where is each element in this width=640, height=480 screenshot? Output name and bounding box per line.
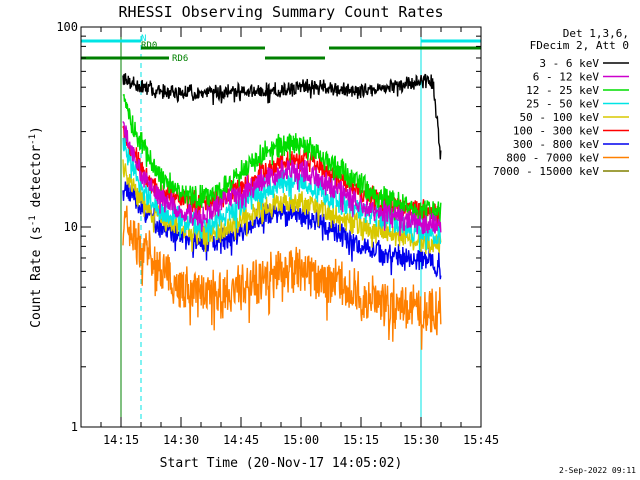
legend-header-0: Det 1,3,6, <box>563 27 629 40</box>
x-tick-label-25: 14:30 <box>163 433 199 447</box>
x-tick-label-70: 15:15 <box>343 433 379 447</box>
series-3-6-kev <box>122 73 442 160</box>
x-tick-label-10: 14:15 <box>103 433 139 447</box>
y-tick-label-10: 10 <box>64 220 78 234</box>
legend-label-4: 50 - 100 keV <box>520 111 600 124</box>
legend-label-3: 25 - 50 keV <box>526 98 599 111</box>
x-tick-label-85: 15:30 <box>403 433 439 447</box>
y-axis-label-part-1: -1 <box>28 215 38 226</box>
y-axis-label-part-4: ) <box>29 126 44 134</box>
y-tick-label-1: 1 <box>71 420 78 434</box>
series-50-100-kev <box>122 159 442 255</box>
flag-rd0-label: RD0 <box>141 41 157 51</box>
legend-label-6: 300 - 800 keV <box>513 138 599 151</box>
x-tick-label-55: 15:00 <box>283 433 319 447</box>
footer-date: 2-Sep-2022 09:11 <box>559 466 636 475</box>
y-axis-label-part-0: Count Rate (s <box>29 226 44 328</box>
x-axis-label: Start Time (20-Nov-17 14:05:02) <box>160 456 403 471</box>
legend-label-7: 800 - 7000 keV <box>506 152 599 165</box>
legend-label-2: 12 - 25 keV <box>526 84 599 97</box>
legend-header-1: FDecim 2, Att 0 <box>530 39 629 52</box>
x-tick-label-100: 15:45 <box>463 433 499 447</box>
legend-label-5: 100 - 300 keV <box>513 125 599 138</box>
x-tick-label-40: 14:45 <box>223 433 259 447</box>
y-axis-label-part-3: -1 <box>28 134 38 145</box>
flag-rd6-label: RD6 <box>172 54 188 64</box>
legend-label-1: 6 - 12 keV <box>533 71 600 84</box>
series-12-25-kev <box>122 94 442 225</box>
y-tick-label-100: 100 <box>56 20 78 34</box>
series-6-12-kev <box>122 121 442 237</box>
chart-title: RHESSI Observing Summary Count Rates <box>118 3 443 21</box>
flag-n-label: N <box>141 34 146 44</box>
y-axis-label-part-2: detector <box>29 145 44 216</box>
y-axis-label: Count Rate (s-1 detector-1) <box>28 126 44 328</box>
legend-label-8: 7000 - 15000 keV <box>493 165 599 178</box>
legend-label-0: 3 - 6 keV <box>539 57 599 70</box>
series-800-7000-kev <box>122 205 442 350</box>
